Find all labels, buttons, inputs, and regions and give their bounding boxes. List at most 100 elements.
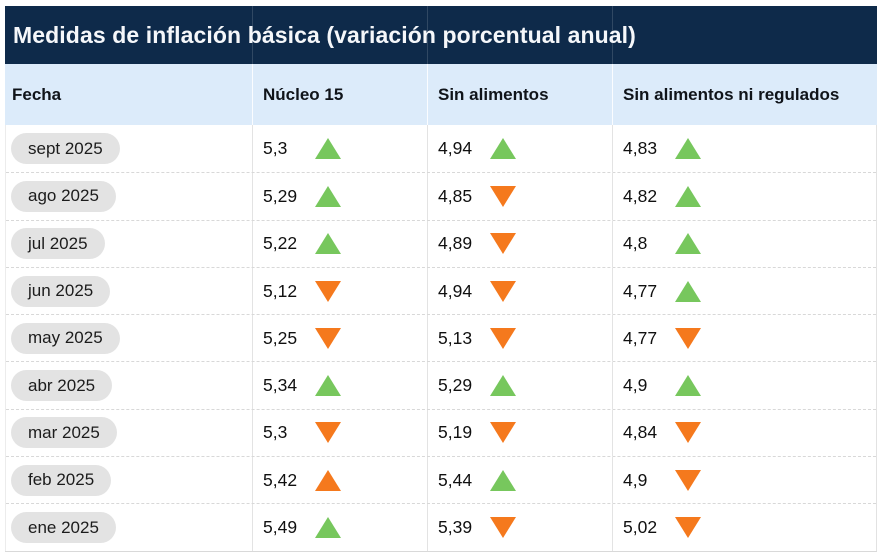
value-text: 5,29 <box>438 375 473 396</box>
date-cell: jun 2025 <box>6 268 252 314</box>
value-text: 5,49 <box>263 517 298 538</box>
date-cell: ago 2025 <box>6 173 252 219</box>
table-row: may 2025 5,25 5,13 4,77 <box>6 314 876 362</box>
value-text: 4,9 <box>623 469 648 490</box>
value-text: 4,8 <box>623 233 648 254</box>
value-cell: 4,77 <box>612 315 876 362</box>
trend-up-triangle-icon <box>675 280 701 302</box>
value-text: 5,22 <box>263 233 298 254</box>
value-cell: 5,02 <box>612 504 876 551</box>
column-header-nucleo-15: Núcleo 15 <box>252 64 427 125</box>
date-cell: ene 2025 <box>6 504 252 550</box>
date-cell: jul 2025 <box>6 221 252 267</box>
trend-down-triangle-icon <box>490 517 516 539</box>
value-cell: 5,19 <box>427 409 612 457</box>
trend-up-triangle-icon <box>315 375 341 397</box>
table-title: Medidas de inflación básica (variación p… <box>13 21 636 48</box>
value-text: 5,42 <box>263 469 298 490</box>
value-cell: 4,85 <box>427 173 612 220</box>
value-text: 5,39 <box>438 517 473 538</box>
trend-up-triangle-icon <box>490 469 516 491</box>
trend-up-triangle-icon <box>315 138 341 160</box>
date-cell: feb 2025 <box>6 457 252 503</box>
trend-up-triangle-icon <box>675 138 701 160</box>
column-header-sin-alimentos-ni-regulados: Sin alimentos ni regulados <box>612 64 877 125</box>
trend-down-triangle-icon <box>490 185 516 207</box>
date-pill: jul 2025 <box>11 228 105 260</box>
table-body: sept 2025 5,3 4,94 4,83 ago 2025 5,29 4,85 4,82… <box>5 125 877 551</box>
trend-up-triangle-icon <box>675 185 701 207</box>
value-cell: 5,29 <box>427 362 612 409</box>
trend-down-triangle-icon <box>315 327 341 349</box>
table-row: jun 2025 5,12 4,94 4,77 <box>6 266 876 315</box>
value-cell: 4,84 <box>612 409 876 457</box>
value-text: 4,89 <box>438 233 473 254</box>
trend-down-triangle-icon <box>675 469 701 491</box>
date-pill: jun 2025 <box>11 275 111 307</box>
value-text: 5,3 <box>263 138 288 159</box>
trend-up-triangle-icon <box>315 469 341 491</box>
trend-up-triangle-icon <box>675 233 701 255</box>
value-text: 5,3 <box>263 422 288 443</box>
value-text: 5,25 <box>263 327 298 348</box>
date-pill: abr 2025 <box>11 370 113 402</box>
value-cell: 4,94 <box>427 125 612 173</box>
date-pill: ago 2025 <box>11 180 116 212</box>
trend-down-triangle-icon <box>315 422 341 444</box>
value-cell: 5,49 <box>252 504 427 551</box>
value-cell: 5,42 <box>252 457 427 504</box>
trend-down-triangle-icon <box>490 233 516 255</box>
value-cell: 4,82 <box>612 173 876 220</box>
trend-down-triangle-icon <box>675 422 701 444</box>
value-cell: 5,3 <box>252 409 427 457</box>
table-row: ene 2025 5,49 5,39 5,02 <box>6 503 876 551</box>
value-cell: 4,83 <box>612 125 876 173</box>
value-text: 4,83 <box>623 138 658 159</box>
value-cell: 4,77 <box>612 267 876 315</box>
table-row: ago 2025 5,29 4,85 4,82 <box>6 172 876 220</box>
value-cell: 5,12 <box>252 267 427 315</box>
date-pill: feb 2025 <box>11 464 112 496</box>
value-cell: 4,89 <box>427 220 612 267</box>
value-cell: 5,13 <box>427 315 612 362</box>
value-text: 4,94 <box>438 280 473 301</box>
value-cell: 5,34 <box>252 362 427 409</box>
column-header-fecha: Fecha <box>12 84 62 104</box>
value-cell: 5,25 <box>252 315 427 362</box>
date-pill: ene 2025 <box>11 512 116 544</box>
value-text: 4,77 <box>623 280 658 301</box>
column-divider <box>252 6 253 64</box>
value-cell: 5,44 <box>427 457 612 504</box>
date-cell: mar 2025 <box>6 410 252 456</box>
table-title-bar: Medidas de inflación básica (variación p… <box>5 6 877 64</box>
value-text: 4,9 <box>623 375 648 396</box>
trend-up-triangle-icon <box>315 185 341 207</box>
value-cell: 4,9 <box>612 362 876 409</box>
trend-down-triangle-icon <box>490 327 516 349</box>
table-row: mar 2025 5,3 5,19 4,84 <box>6 408 876 457</box>
date-cell: abr 2025 <box>6 362 252 408</box>
value-text: 4,77 <box>623 327 658 348</box>
value-cell: 4,9 <box>612 457 876 504</box>
trend-down-triangle-icon <box>675 327 701 349</box>
trend-up-triangle-icon <box>490 138 516 160</box>
table-row: feb 2025 5,42 5,44 4,9 <box>6 456 876 504</box>
column-divider <box>612 6 613 64</box>
date-pill: may 2025 <box>11 322 120 354</box>
column-header-row: Fecha Núcleo 15 Sin alimentos Sin alimen… <box>5 64 877 125</box>
value-text: 5,12 <box>263 280 298 301</box>
trend-down-triangle-icon <box>490 280 516 302</box>
trend-down-triangle-icon <box>315 280 341 302</box>
table-row: sept 2025 5,3 4,94 4,83 <box>6 125 876 173</box>
value-cell: 5,29 <box>252 173 427 220</box>
trend-down-triangle-icon <box>675 517 701 539</box>
value-text: 5,02 <box>623 517 658 538</box>
value-cell: 4,8 <box>612 220 876 267</box>
value-cell: 5,3 <box>252 125 427 173</box>
table-row: jul 2025 5,22 4,89 4,8 <box>6 219 876 267</box>
value-text: 5,29 <box>263 185 298 206</box>
value-text: 4,82 <box>623 185 658 206</box>
trend-up-triangle-icon <box>490 375 516 397</box>
column-header-sin-alimentos: Sin alimentos <box>427 64 612 125</box>
date-pill: mar 2025 <box>11 417 117 449</box>
